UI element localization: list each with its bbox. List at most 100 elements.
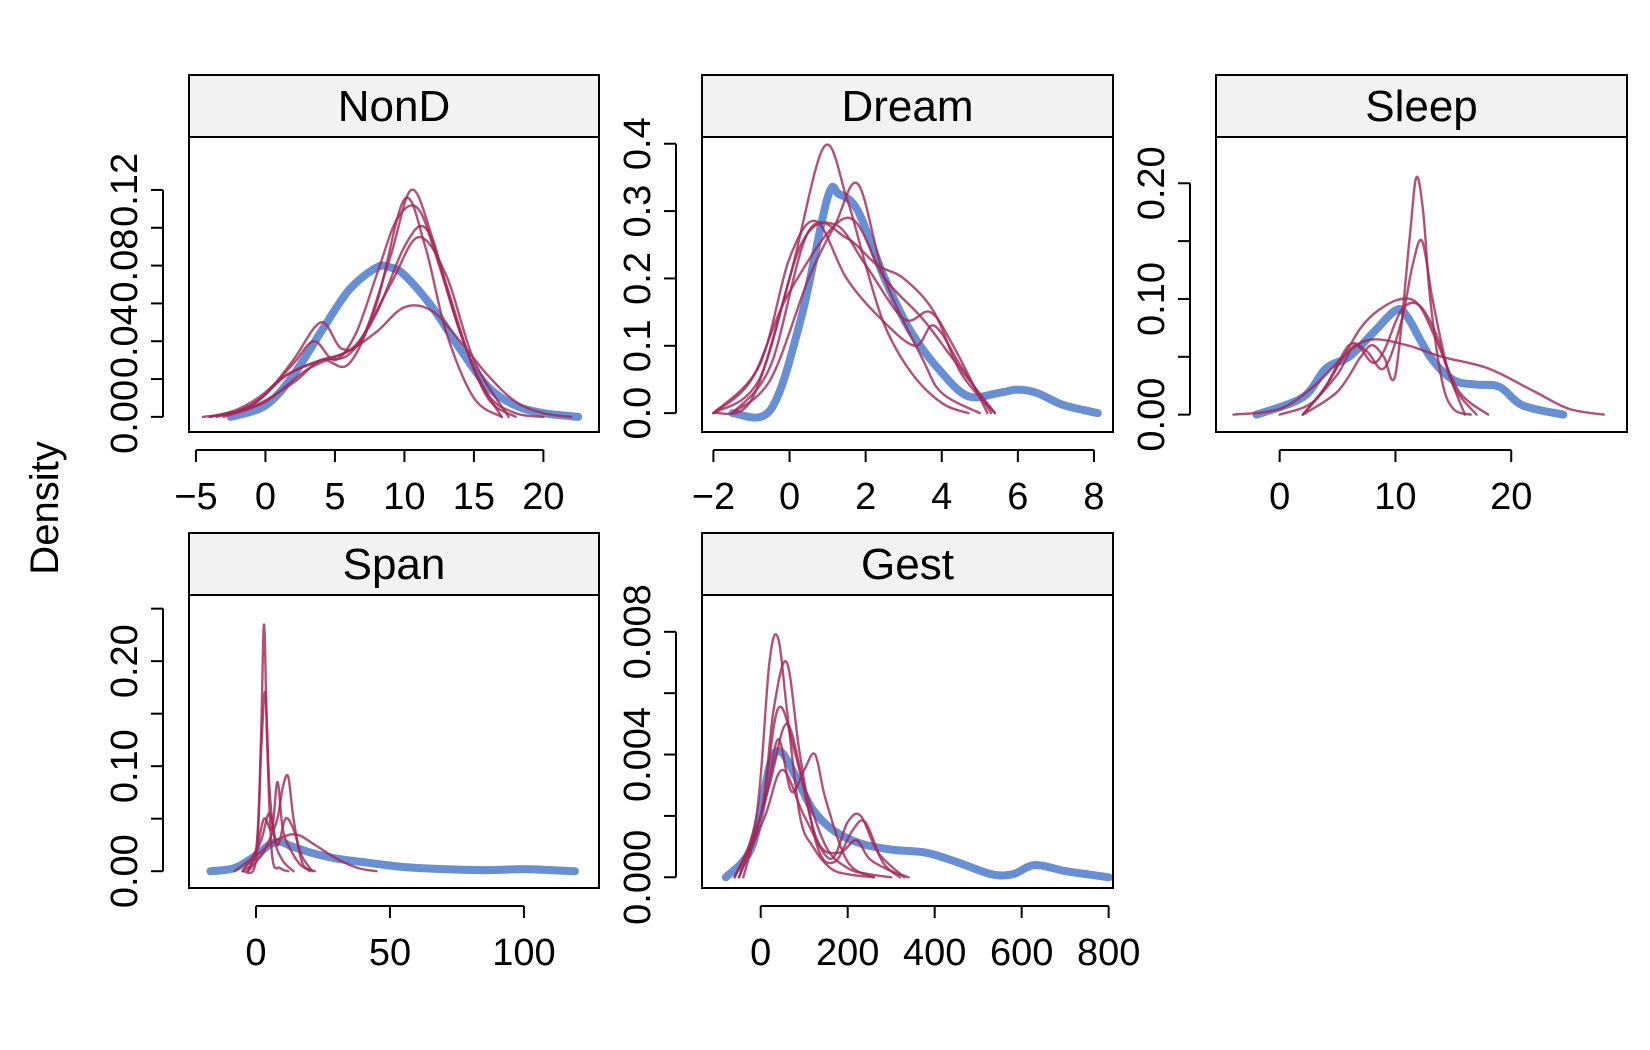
x-tick-label-dream: 8 xyxy=(1083,476,1104,518)
plot-area-dream xyxy=(712,143,1102,422)
x-tick-label-span: 50 xyxy=(369,932,411,974)
x-tick-label-sleep: 0 xyxy=(1269,476,1290,518)
y-tick-label-gest: 0.004 xyxy=(617,707,659,802)
plot-area-sleep xyxy=(1232,175,1605,419)
imputed-density-line-nond-6 xyxy=(222,304,573,419)
y-tick-label-dream: 0.1 xyxy=(617,319,659,372)
y-tick-label-sleep: 0.10 xyxy=(1131,262,1173,336)
plot-area-nond xyxy=(201,188,583,421)
imputed-density-line-dream-2 xyxy=(731,181,981,415)
imputed-density-line-gest-6 xyxy=(742,722,893,879)
x-tick-label-gest: 600 xyxy=(990,932,1053,974)
strip-label-dream: Dream xyxy=(841,82,973,131)
panel-border-sleep xyxy=(1215,136,1628,433)
imputed-density-line-span-2 xyxy=(241,690,295,873)
y-axis-dream: 0.0 0.1 0.2 0.3 0.4 xyxy=(617,117,677,440)
panel-span: Span 0 50 100 0.00 0.10 0.20 xyxy=(104,532,600,974)
y-tick-label-nond: 0.04 xyxy=(104,304,146,378)
y-tick-label-span: 0.10 xyxy=(104,729,146,803)
x-tick-label-gest: 800 xyxy=(1077,932,1140,974)
panel-border-span xyxy=(188,594,600,889)
imputed-density-line-nond-3 xyxy=(208,224,503,419)
y-tick-label-gest: 0.008 xyxy=(617,584,659,679)
imputed-density-line-nond-1 xyxy=(201,188,545,419)
x-tick-label-nond: 10 xyxy=(383,476,425,518)
x-axis-dream: −2 0 2 4 6 8 xyxy=(692,449,1105,518)
panel-dream: Dream −2 0 2 4 6 8 0.0 0.1 0.2 0.3 0.4 xyxy=(617,74,1114,518)
imputed-density-line-span-6 xyxy=(233,833,378,873)
strip-dream xyxy=(701,74,1114,138)
observed-density-line-sleep xyxy=(1252,305,1568,419)
strip-label-gest: Gest xyxy=(861,540,954,589)
strip-label-nond: NonD xyxy=(338,82,451,131)
y-axis-nond: 0.000.040.080.12 xyxy=(104,153,164,454)
x-tick-label-gest: 0 xyxy=(750,932,771,974)
imputed-density-line-span-5 xyxy=(246,812,314,873)
observed-density-line-span xyxy=(206,837,579,876)
strip-label-span: Span xyxy=(343,540,446,589)
y-tick-label-dream: 0.3 xyxy=(617,185,659,238)
strip-gest xyxy=(701,532,1114,596)
imputed-density-line-span-3 xyxy=(241,780,317,873)
y-tick-label-nond: 0.00 xyxy=(104,380,146,454)
plot-area-gest xyxy=(721,633,1112,882)
x-axis-sleep: 0 10 20 xyxy=(1269,449,1532,518)
plot-area-span xyxy=(206,623,579,876)
x-tick-label-dream: −2 xyxy=(692,476,735,518)
imputed-density-line-dream-3 xyxy=(712,221,989,415)
panel-sleep: Sleep 0 10 20 0.00 0.10 0.20 xyxy=(1131,74,1628,518)
panel-border-gest xyxy=(701,594,1114,889)
imputed-density-line-sleep-4 xyxy=(1232,338,1605,416)
strip-nond xyxy=(188,74,600,138)
x-tick-label-nond: 0 xyxy=(255,476,276,518)
y-tick-label-gest: 0.000 xyxy=(617,830,659,925)
x-tick-label-span: 0 xyxy=(245,932,266,974)
imputed-density-line-dream-4 xyxy=(712,219,993,415)
x-tick-label-nond: −5 xyxy=(174,476,217,518)
y-tick-label-span: 0.00 xyxy=(104,834,146,908)
x-tick-label-nond: 15 xyxy=(453,476,495,518)
imputed-density-line-nond-2 xyxy=(208,204,517,419)
y-tick-label-span: 0.20 xyxy=(104,624,146,698)
y-tick-label-nond: 0.08 xyxy=(104,229,146,303)
x-axis-gest: 0 200 400 600 800 xyxy=(750,905,1140,974)
x-tick-label-nond: 20 xyxy=(522,476,564,518)
panel-gest: Gest 0 200 400 600 800 0.000 0.004 0.008 xyxy=(617,532,1140,974)
imputed-density-line-sleep-1 xyxy=(1301,175,1472,416)
imputed-density-line-nond-4 xyxy=(215,236,510,419)
strip-span xyxy=(188,532,600,596)
x-tick-label-dream: 4 xyxy=(931,476,952,518)
observed-density-line-nond xyxy=(226,261,583,421)
imputed-density-line-sleep-5 xyxy=(1301,301,1478,416)
imputed-density-line-gest-5 xyxy=(733,705,910,879)
x-tick-label-span: 100 xyxy=(492,932,555,974)
y-axis-gest: 0.000 0.004 0.008 xyxy=(617,584,677,925)
y-tick-label-sleep: 0.20 xyxy=(1131,146,1173,220)
x-tick-label-dream: 2 xyxy=(855,476,876,518)
panel-border-nond xyxy=(188,136,600,433)
x-tick-label-gest: 400 xyxy=(903,932,966,974)
y-tick-label-nond: 0.12 xyxy=(104,153,146,227)
x-tick-label-nond: 5 xyxy=(324,476,345,518)
x-axis-span: 0 50 100 xyxy=(245,905,556,974)
y-axis-span: 0.00 0.10 0.20 xyxy=(104,607,164,908)
y-tick-label-dream: 0.2 xyxy=(617,252,659,305)
imputed-density-line-gest-4 xyxy=(737,768,906,879)
x-tick-label-sleep: 20 xyxy=(1490,476,1532,518)
panel-border-dream xyxy=(701,136,1114,433)
x-axis-nond: −5 0 5 10 15 20 xyxy=(174,449,565,518)
imputed-density-line-dream-6 xyxy=(712,216,997,415)
y-tick-label-dream: 0.4 xyxy=(617,117,659,170)
strip-sleep xyxy=(1215,74,1628,138)
strip-label-sleep: Sleep xyxy=(1365,82,1478,131)
y-axis-sleep: 0.00 0.10 0.20 xyxy=(1131,146,1191,452)
x-tick-label-sleep: 10 xyxy=(1374,476,1416,518)
y-axis-label: Density xyxy=(23,441,67,574)
x-tick-label-dream: 0 xyxy=(779,476,800,518)
x-tick-label-gest: 200 xyxy=(816,932,879,974)
imputed-density-line-nond-5 xyxy=(208,196,503,419)
x-tick-label-dream: 6 xyxy=(1007,476,1028,518)
panel-nond: NonD −5 0 5 10 15 20 0.000.040.080.12 xyxy=(104,74,600,518)
